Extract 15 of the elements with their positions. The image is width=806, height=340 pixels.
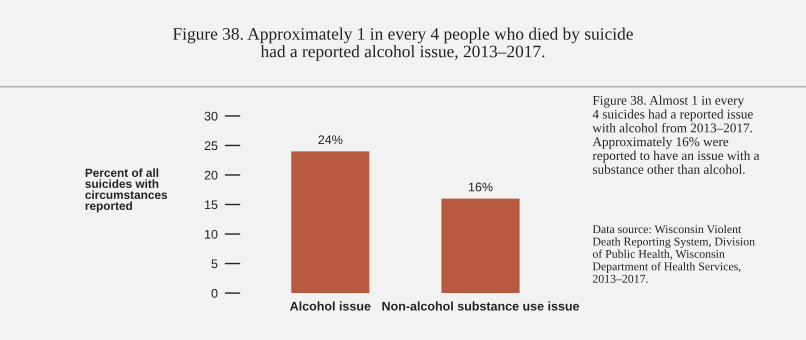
chart-title: Figure 38. Approximately 1 in every 4 people who died by suicide had a reported alcohol issue, 2013–2017.: [173, 28, 633, 61]
y-tick-label: 25: [204, 141, 218, 150]
y-tick-label: 5: [212, 259, 218, 268]
y-tick-label: 20: [204, 170, 218, 180]
x-tick-label: Alcohol issue: [290, 301, 371, 311]
caption: Figure 38. Almost 1 in every 4 suicides had a reported issue with alcohol from 2013–2017. Approximately 16% were reported to have an issue with a substance other than alcohol.: [592, 95, 760, 174]
y-tick-label: 15: [205, 200, 218, 210]
y-tick-label: 30: [204, 112, 218, 121]
data-label: 16%: [468, 182, 493, 192]
x-tick-label: Non-alcohol substance use issue: [382, 301, 580, 311]
source-note: Data source: Wisconsin Violent Death Reporting System, Division of Public Health, Wisconsin Department of Health Services, 2013–2017.: [592, 224, 755, 283]
y-axis-title: Percent of all suicides with circumstances reported: [85, 168, 168, 212]
y-tick-label: 10: [205, 230, 218, 239]
y-tick-label: 0: [212, 288, 218, 298]
data-label: 24%: [318, 135, 342, 144]
